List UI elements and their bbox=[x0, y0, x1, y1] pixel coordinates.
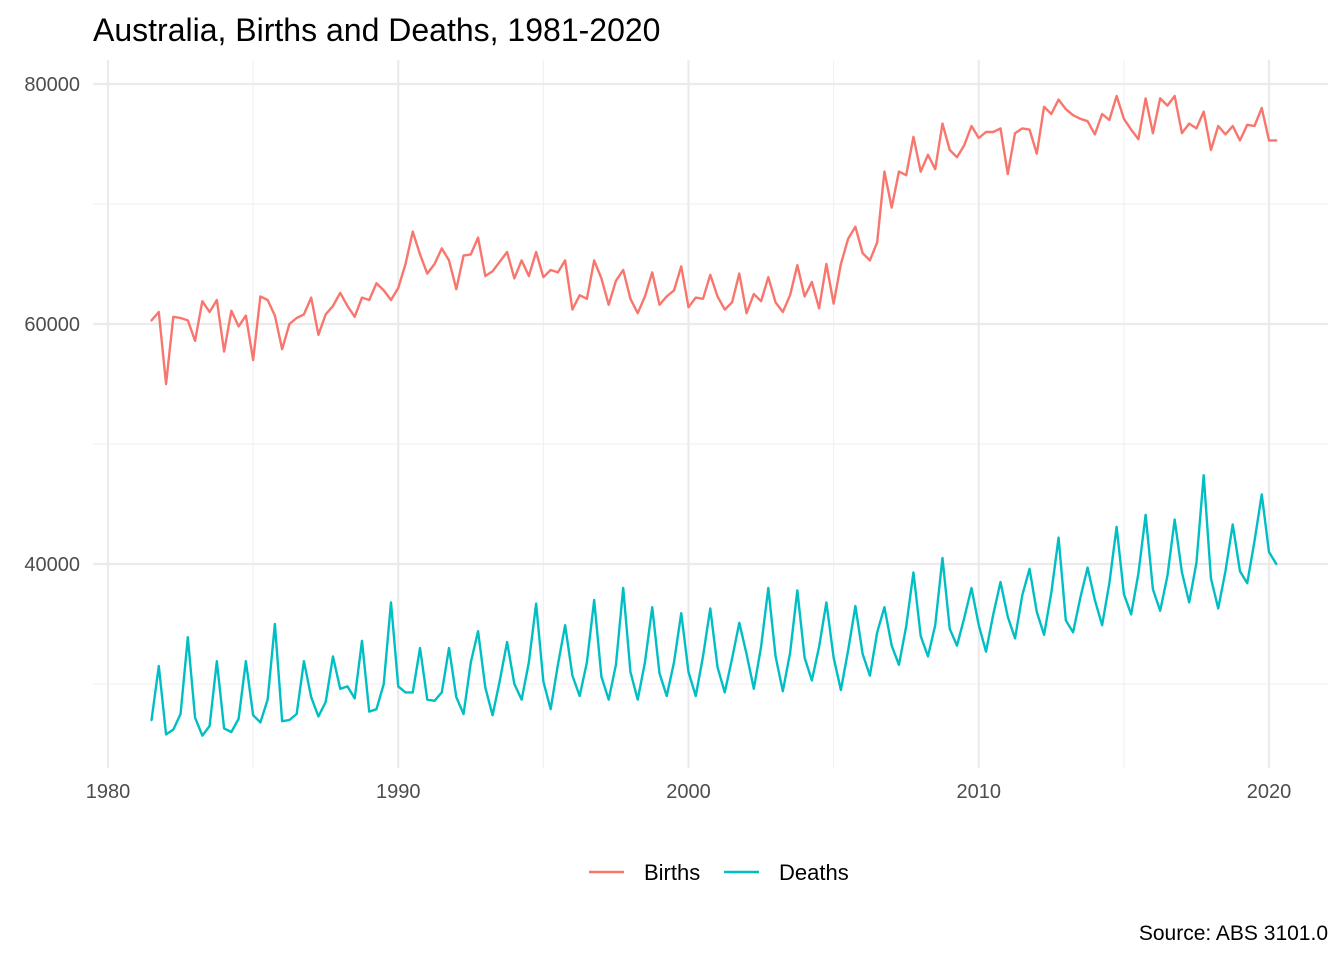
chart-title: Australia, Births and Deaths, 1981-2020 bbox=[93, 12, 660, 48]
x-tick-label: 2020 bbox=[1247, 781, 1292, 803]
legend: Births Deaths bbox=[589, 860, 849, 885]
chart-caption: Source: ABS 3101.0 bbox=[1139, 922, 1328, 945]
y-tick-label: 40000 bbox=[24, 554, 80, 576]
series-lines bbox=[150, 94, 1278, 737]
grid bbox=[93, 60, 1328, 768]
x-axis-ticks: 1980 1990 2000 2010 2020 bbox=[86, 781, 1292, 803]
y-tick-label: 80000 bbox=[24, 74, 80, 96]
x-tick-label: 1980 bbox=[86, 781, 131, 803]
series-line-births bbox=[150, 94, 1278, 386]
y-axis-ticks: 40000 60000 80000 bbox=[24, 74, 80, 576]
series-line-deaths bbox=[150, 474, 1278, 737]
legend-label-births: Births bbox=[644, 860, 700, 885]
x-tick-label: 2010 bbox=[957, 781, 1002, 803]
x-tick-label: 1990 bbox=[376, 781, 421, 803]
x-tick-label: 2000 bbox=[666, 781, 711, 803]
legend-label-deaths: Deaths bbox=[779, 860, 849, 885]
y-tick-label: 60000 bbox=[24, 314, 80, 336]
